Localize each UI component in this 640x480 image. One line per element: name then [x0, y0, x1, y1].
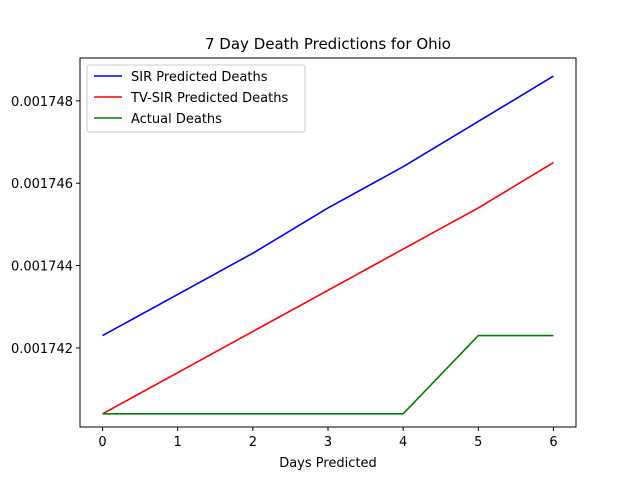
- x-tick-label: 6: [549, 435, 557, 450]
- y-axis: 0.001742 0.001744 0.001746 0.001748: [11, 95, 80, 357]
- plot-lines: [102, 75, 554, 415]
- x-tick-label: 5: [474, 435, 482, 450]
- y-tick-label: 0.001746: [11, 177, 73, 192]
- x-tick-label: 3: [324, 435, 332, 450]
- y-tick-label: 0.001748: [11, 95, 73, 110]
- x-tick-label: 0: [98, 435, 106, 450]
- x-axis-label: Days Predicted: [279, 456, 377, 471]
- chart-title: 7 Day Death Predictions for Ohio: [205, 35, 451, 53]
- x-tick-label: 4: [399, 435, 407, 450]
- y-tick-label: 0.001744: [11, 260, 73, 275]
- legend-box: [86, 64, 306, 133]
- legend-label-0: SIR Predicted Deaths: [131, 70, 268, 85]
- series-line-1: [102, 161, 554, 415]
- y-tick-label: 0.001742: [11, 342, 73, 357]
- legend-label-1: TV-SIR Predicted Deaths: [130, 91, 288, 106]
- x-tick-label: 1: [174, 435, 182, 450]
- legend: SIR Predicted Deaths TV-SIR Predicted Dea…: [86, 64, 306, 133]
- legend-label-2: Actual Deaths: [131, 112, 222, 127]
- series-line-0: [102, 75, 554, 337]
- series-line-2: [102, 334, 554, 415]
- x-axis: 0 1 2 3 4 5 6: [98, 427, 558, 450]
- x-tick-label: 2: [249, 435, 257, 450]
